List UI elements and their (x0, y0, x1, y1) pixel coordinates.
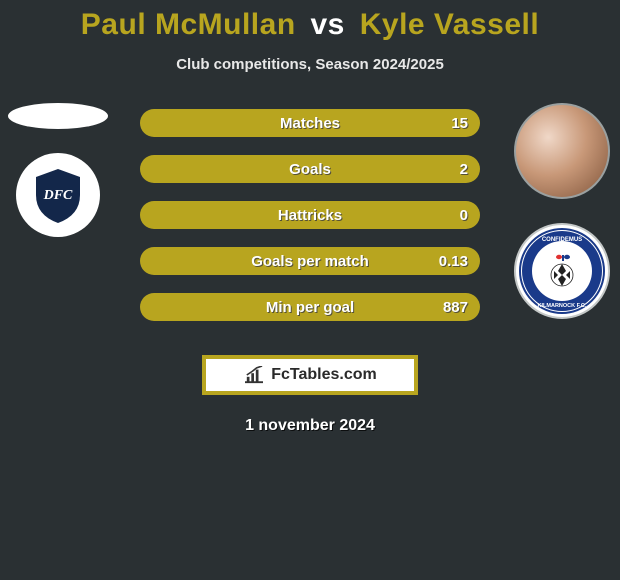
stat-value: 887 (443, 299, 468, 316)
stat-label: Min per goal (266, 299, 354, 316)
infographic-root: Paul McMullan vs Kyle Vassell Club compe… (0, 0, 620, 580)
stat-label: Matches (280, 115, 340, 132)
subtitle: Club competitions, Season 2024/2025 (0, 56, 620, 73)
left-column: DFC (8, 103, 108, 237)
right-column: CONFIDEMUS KILMARNOCK F.C. (512, 103, 612, 319)
svg-text:CONFIDEMUS: CONFIDEMUS (542, 237, 582, 243)
stat-bar: Goals 2 (140, 155, 480, 183)
player1-name: Paul McMullan (81, 8, 296, 41)
brand-box: FcTables.com (202, 355, 418, 395)
club-crest-icon: CONFIDEMUS KILMARNOCK F.C. (518, 227, 606, 315)
player1-club-crest: DFC (16, 153, 100, 237)
comparison-title: Paul McMullan vs Kyle Vassell (0, 0, 620, 42)
stat-value: 2 (460, 161, 468, 178)
stat-value: 15 (451, 115, 468, 132)
svg-text:KILMARNOCK F.C.: KILMARNOCK F.C. (538, 303, 587, 309)
content-area: DFC CONFIDEMUS KILMARNOCK F.C. (0, 103, 620, 333)
player2-name: Kyle Vassell (360, 8, 539, 41)
player2-club-crest: CONFIDEMUS KILMARNOCK F.C. (514, 223, 610, 319)
date-text: 1 november 2024 (0, 417, 620, 435)
shield-icon: DFC (28, 165, 88, 225)
stat-label: Goals (289, 161, 331, 178)
brand-text: FcTables.com (271, 366, 377, 384)
stat-label: Goals per match (251, 253, 369, 270)
stat-bar: Matches 15 (140, 109, 480, 137)
player2-avatar (514, 103, 610, 199)
stat-value: 0 (460, 207, 468, 224)
player1-avatar (8, 103, 108, 129)
chart-icon (243, 366, 265, 384)
stat-bar: Goals per match 0.13 (140, 247, 480, 275)
stat-bar: Hattricks 0 (140, 201, 480, 229)
stat-label: Hattricks (278, 207, 342, 224)
svg-text:DFC: DFC (43, 188, 73, 203)
stat-value: 0.13 (439, 253, 468, 270)
stat-bar: Min per goal 887 (140, 293, 480, 321)
stats-bars: Matches 15 Goals 2 Hattricks 0 Goals per… (140, 103, 480, 321)
vs-text: vs (311, 8, 345, 41)
